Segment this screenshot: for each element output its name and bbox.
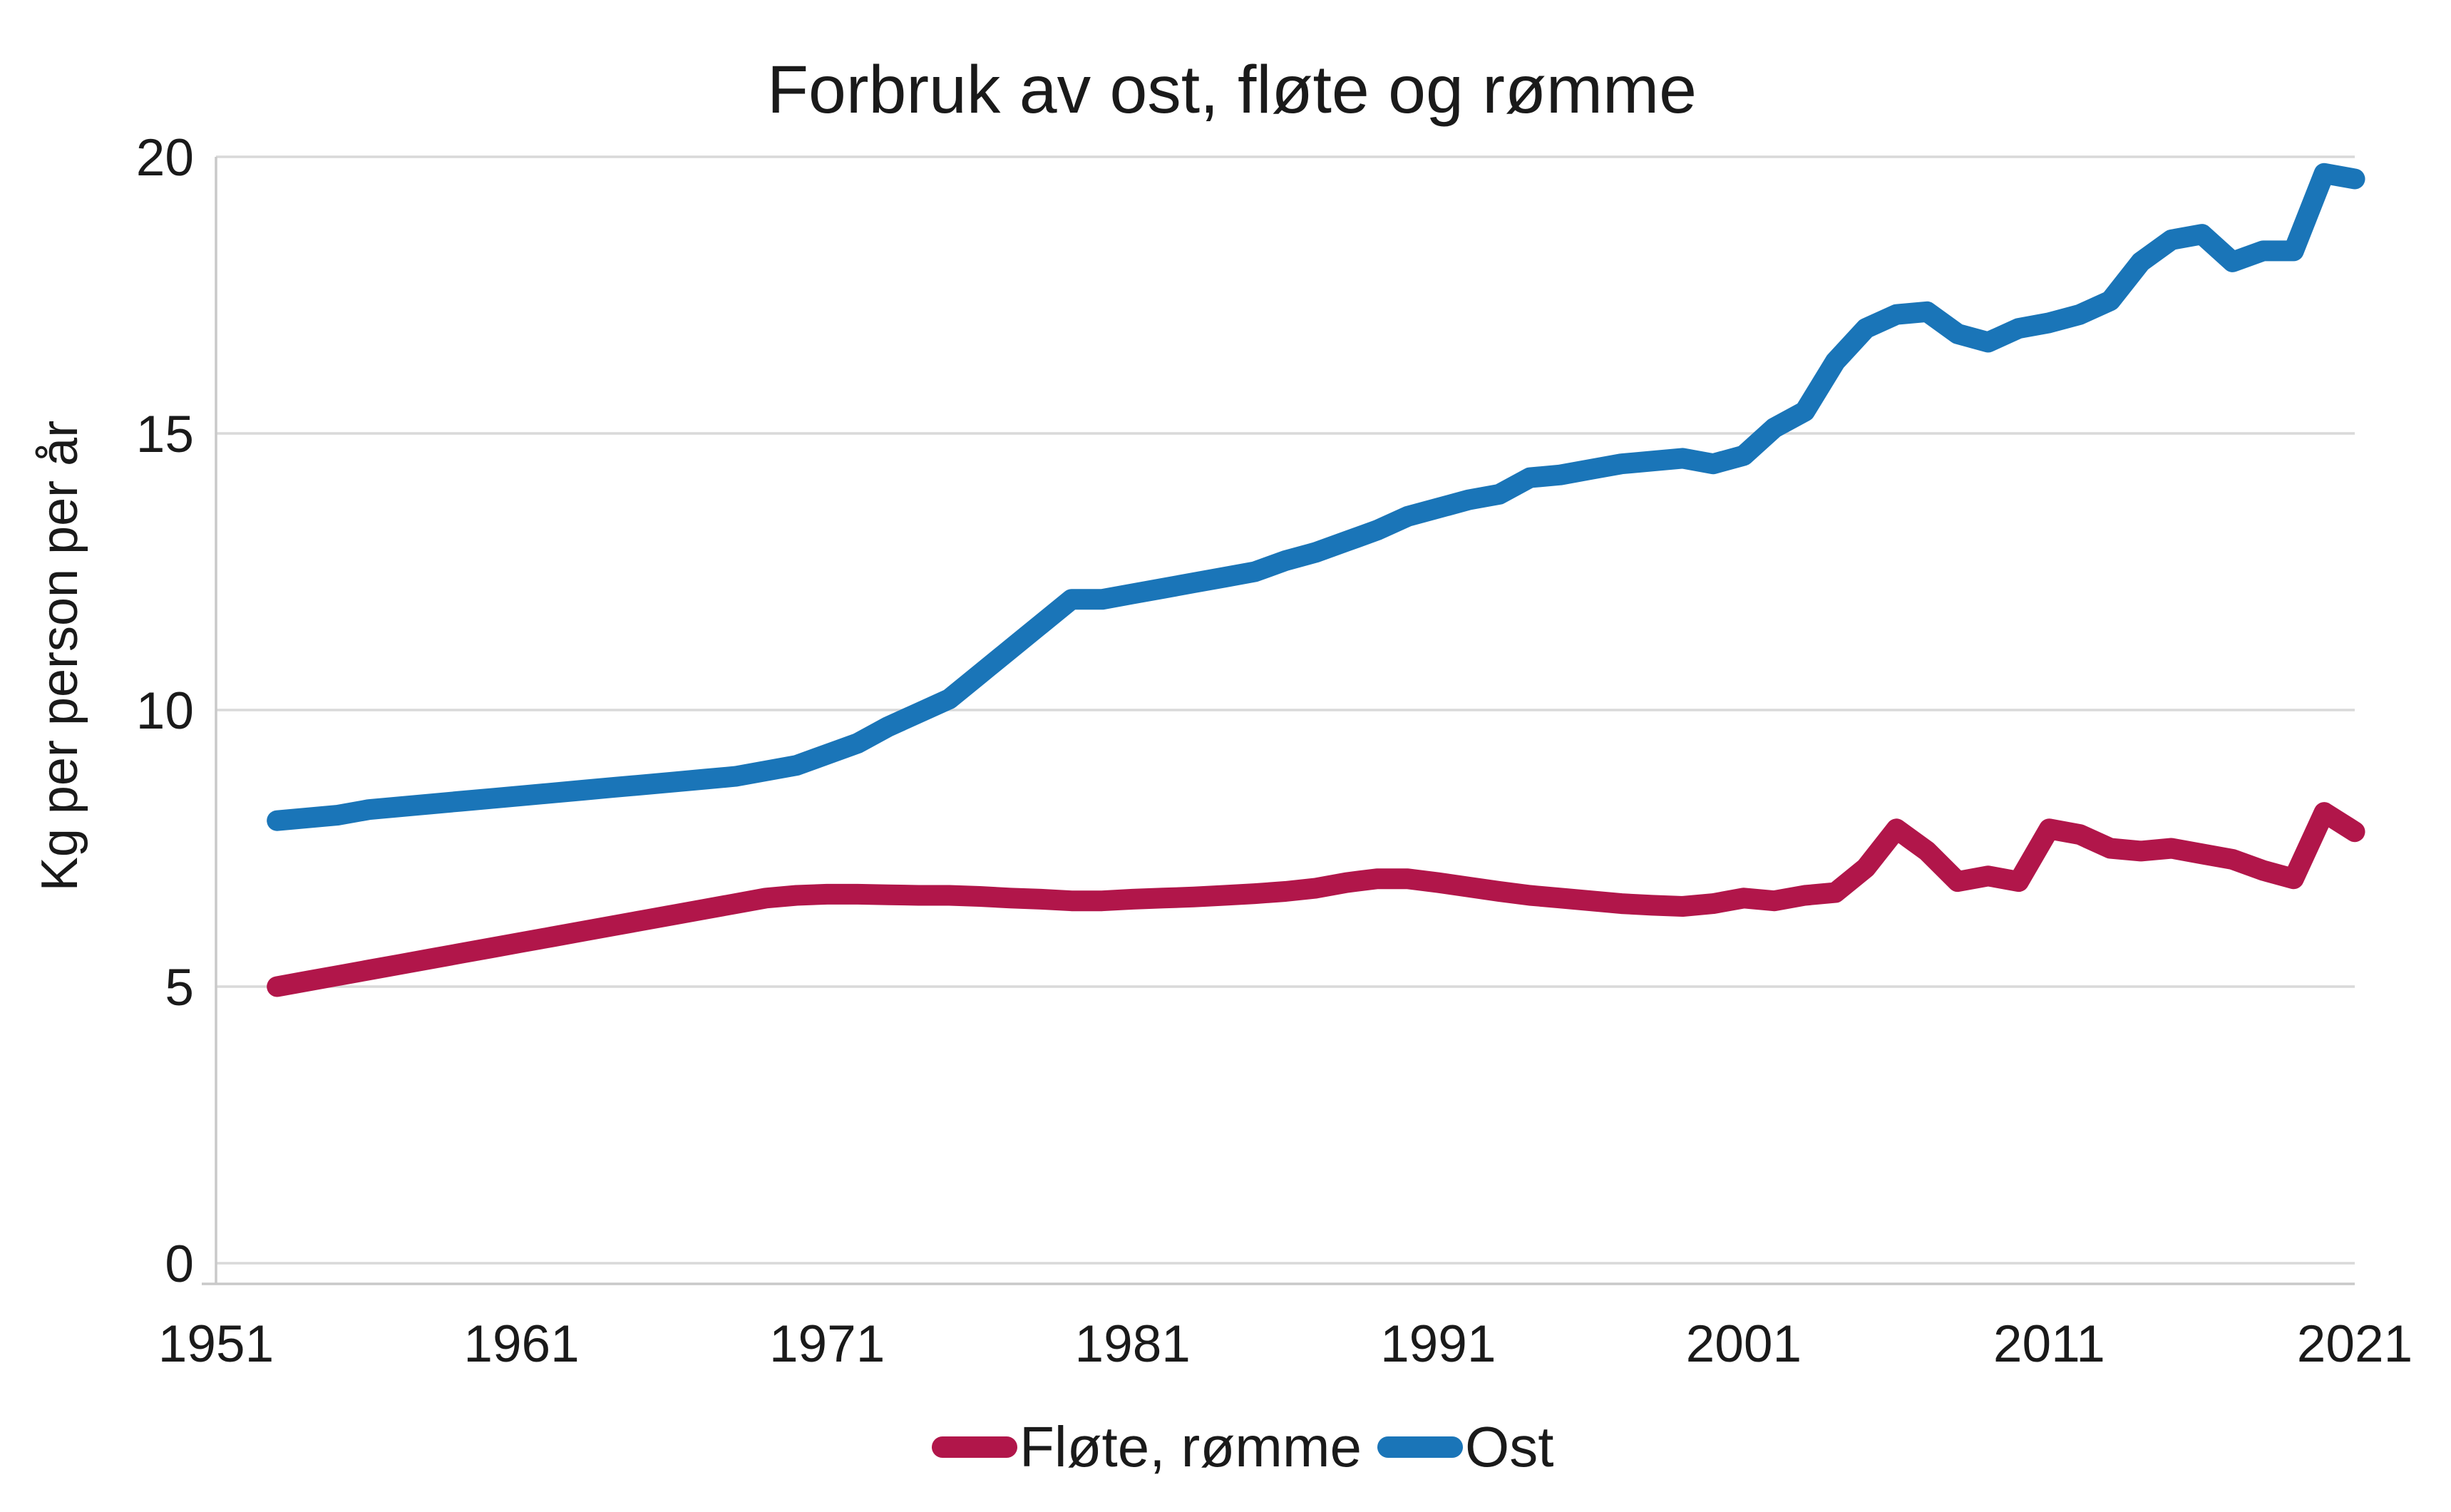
x-tick-label: 2001 xyxy=(1686,1315,1802,1373)
y-tick-label: 0 xyxy=(165,1235,194,1293)
x-tick-label: 1981 xyxy=(1075,1315,1191,1373)
legend-item-flote-romme: Fløte, rømme xyxy=(932,1415,1362,1478)
y-tick-labels: 0 5 10 15 20 xyxy=(136,129,194,1293)
x-tick-label: 2011 xyxy=(1993,1315,2105,1373)
flote-romme-line xyxy=(267,802,2365,997)
x-tick-label: 1951 xyxy=(158,1315,274,1373)
legend-label-flote-romme: Fløte, rømme xyxy=(1019,1415,1362,1478)
x-tick-label: 2021 xyxy=(2297,1315,2413,1373)
y-tick-label: 10 xyxy=(136,682,194,740)
x-tick-label: 1961 xyxy=(463,1315,579,1373)
y-tick-label: 20 xyxy=(136,129,194,187)
x-tick-label: 1971 xyxy=(769,1315,885,1373)
ost-line xyxy=(267,163,2365,831)
x-tick-label: 1991 xyxy=(1380,1315,1496,1373)
y-tick-label: 15 xyxy=(136,406,194,463)
chart-title: Forbruk av ost, fløte og rømme xyxy=(767,52,1697,128)
legend-item-ost: Ost xyxy=(1377,1415,1553,1478)
x-tick-labels: 1951 1961 1971 1981 1991 2001 2011 2021 xyxy=(158,1315,2413,1373)
y-axis-title: Kg per person per år xyxy=(31,421,88,891)
legend: Fløte, rømme Ost xyxy=(932,1415,1553,1478)
legend-label-ost: Ost xyxy=(1465,1415,1553,1478)
gridlines xyxy=(216,155,2355,1265)
y-tick-label: 5 xyxy=(165,959,194,1017)
